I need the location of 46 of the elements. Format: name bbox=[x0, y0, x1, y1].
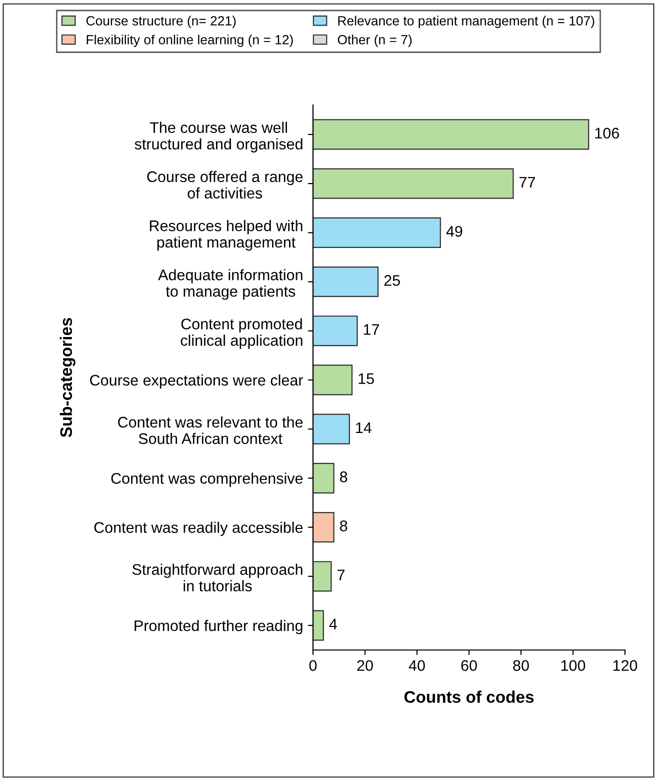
bar bbox=[313, 364, 353, 396]
data-label: 25 bbox=[384, 275, 400, 286]
x-tick-label: 80 bbox=[513, 660, 529, 671]
y-tick-label: Course offered a range of activities bbox=[147, 170, 303, 199]
data-label: 4 bbox=[329, 618, 338, 630]
y-tick-label: Straightforward approach in tutorials bbox=[132, 564, 302, 592]
y-axis-title: Sub-categories bbox=[60, 318, 76, 438]
bar bbox=[313, 561, 332, 592]
y-tick-label: Promoted further reading bbox=[134, 620, 302, 634]
y-tick-label: Content was comprehensive bbox=[111, 472, 303, 487]
data-label: 8 bbox=[340, 520, 348, 532]
x-tick-label: 120 bbox=[613, 660, 638, 671]
bar bbox=[313, 168, 514, 199]
data-label: 14 bbox=[356, 422, 372, 434]
bar bbox=[313, 414, 350, 444]
bar bbox=[313, 610, 324, 641]
y-tick-label: Content promoted clinical application bbox=[180, 318, 302, 349]
bar bbox=[313, 266, 379, 298]
legend-label: Relevance to patient management (n = 107) bbox=[338, 16, 594, 28]
bar bbox=[313, 119, 590, 150]
data-label: 7 bbox=[338, 570, 344, 580]
x-tick-label: 0 bbox=[309, 660, 317, 671]
legend-label: Flexibility of online learning (n = 12) bbox=[86, 34, 293, 47]
bar bbox=[313, 512, 334, 543]
y-tick-label: Content was relevant to the South African context bbox=[118, 416, 303, 444]
data-label: 15 bbox=[358, 373, 374, 384]
x-tick-label: 20 bbox=[357, 660, 373, 671]
data-label: 17 bbox=[364, 324, 379, 335]
x-tick-label: 40 bbox=[408, 660, 425, 671]
legend-label: Course structure (n= 221) bbox=[86, 16, 236, 28]
data-label: 77 bbox=[520, 177, 535, 188]
y-tick-label: Course expectations were clear bbox=[90, 374, 304, 389]
bar bbox=[313, 462, 334, 494]
y-tick-label: Adequate information to manage patients bbox=[158, 269, 302, 300]
x-axis-title: Counts of codes bbox=[404, 690, 534, 703]
bar bbox=[313, 217, 441, 248]
data-label: 49 bbox=[446, 226, 462, 237]
data-label: 8 bbox=[340, 471, 348, 482]
y-tick-label: The course was well structured and organised bbox=[134, 122, 302, 152]
x-tick-label: 100 bbox=[561, 660, 586, 671]
y-tick-label: Content was readily accessible bbox=[94, 522, 303, 536]
x-tick-label: 60 bbox=[461, 660, 477, 671]
bar bbox=[313, 316, 358, 346]
legend-label: Other (n = 7) bbox=[338, 34, 412, 47]
data-label: 106 bbox=[595, 128, 619, 139]
y-tick-label: Resources helped with patient management bbox=[150, 220, 302, 251]
